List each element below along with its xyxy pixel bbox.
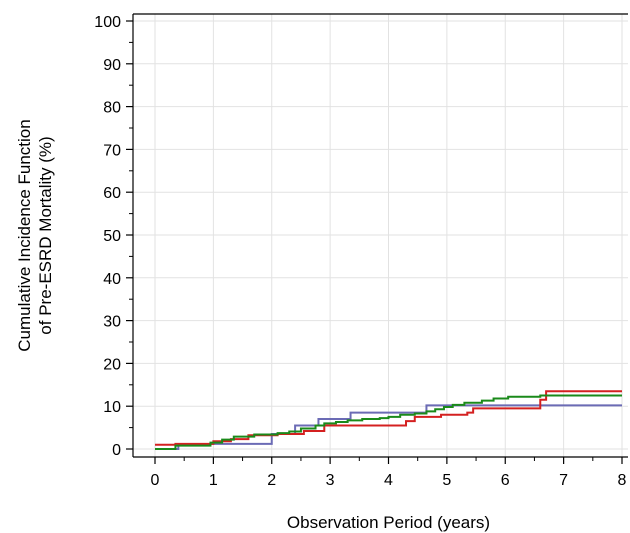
x-tick-label: 0 (151, 472, 160, 489)
x-tick-label: 1 (209, 472, 218, 489)
x-axis-ticks: 0 1 2 3 4 5 6 7 8 (151, 457, 627, 489)
y-tick-label: 50 (103, 228, 121, 245)
y-axis-ticks: 0 10 20 30 40 50 60 70 80 90 100 (94, 14, 133, 459)
y-tick-label: 10 (103, 399, 121, 416)
series-line-3 (155, 394, 622, 450)
y-tick-label: 70 (103, 142, 121, 159)
x-tick-label: 8 (618, 472, 627, 489)
y-tick-label: 100 (94, 14, 121, 31)
x-tick-label: 6 (501, 472, 510, 489)
y-tick-label: 20 (103, 356, 121, 373)
y-tick-label: 60 (103, 185, 121, 202)
y-tick-label: 30 (103, 314, 121, 331)
x-tick-label: 5 (442, 472, 451, 489)
y-axis-title-line-2: of Pre-ESRD Mortality (%) (36, 136, 55, 334)
x-tick-label: 7 (559, 472, 568, 489)
series-lines (155, 390, 622, 450)
y-tick-label: 80 (103, 100, 121, 117)
x-tick-label: 3 (326, 472, 335, 489)
x-tick-label: 4 (384, 472, 393, 489)
gridlines (133, 14, 628, 457)
y-axis-title: Cumulative Incidence Function of Pre-ESR… (15, 119, 55, 351)
y-tick-label: 0 (112, 442, 121, 459)
x-tick-label: 2 (267, 472, 276, 489)
y-axis-title-line-1: Cumulative Incidence Function (15, 119, 34, 351)
x-axis-title: Observation Period (years) (287, 513, 490, 532)
series-line-2 (155, 390, 622, 446)
y-tick-label: 40 (103, 271, 121, 288)
y-tick-label: 90 (103, 57, 121, 74)
